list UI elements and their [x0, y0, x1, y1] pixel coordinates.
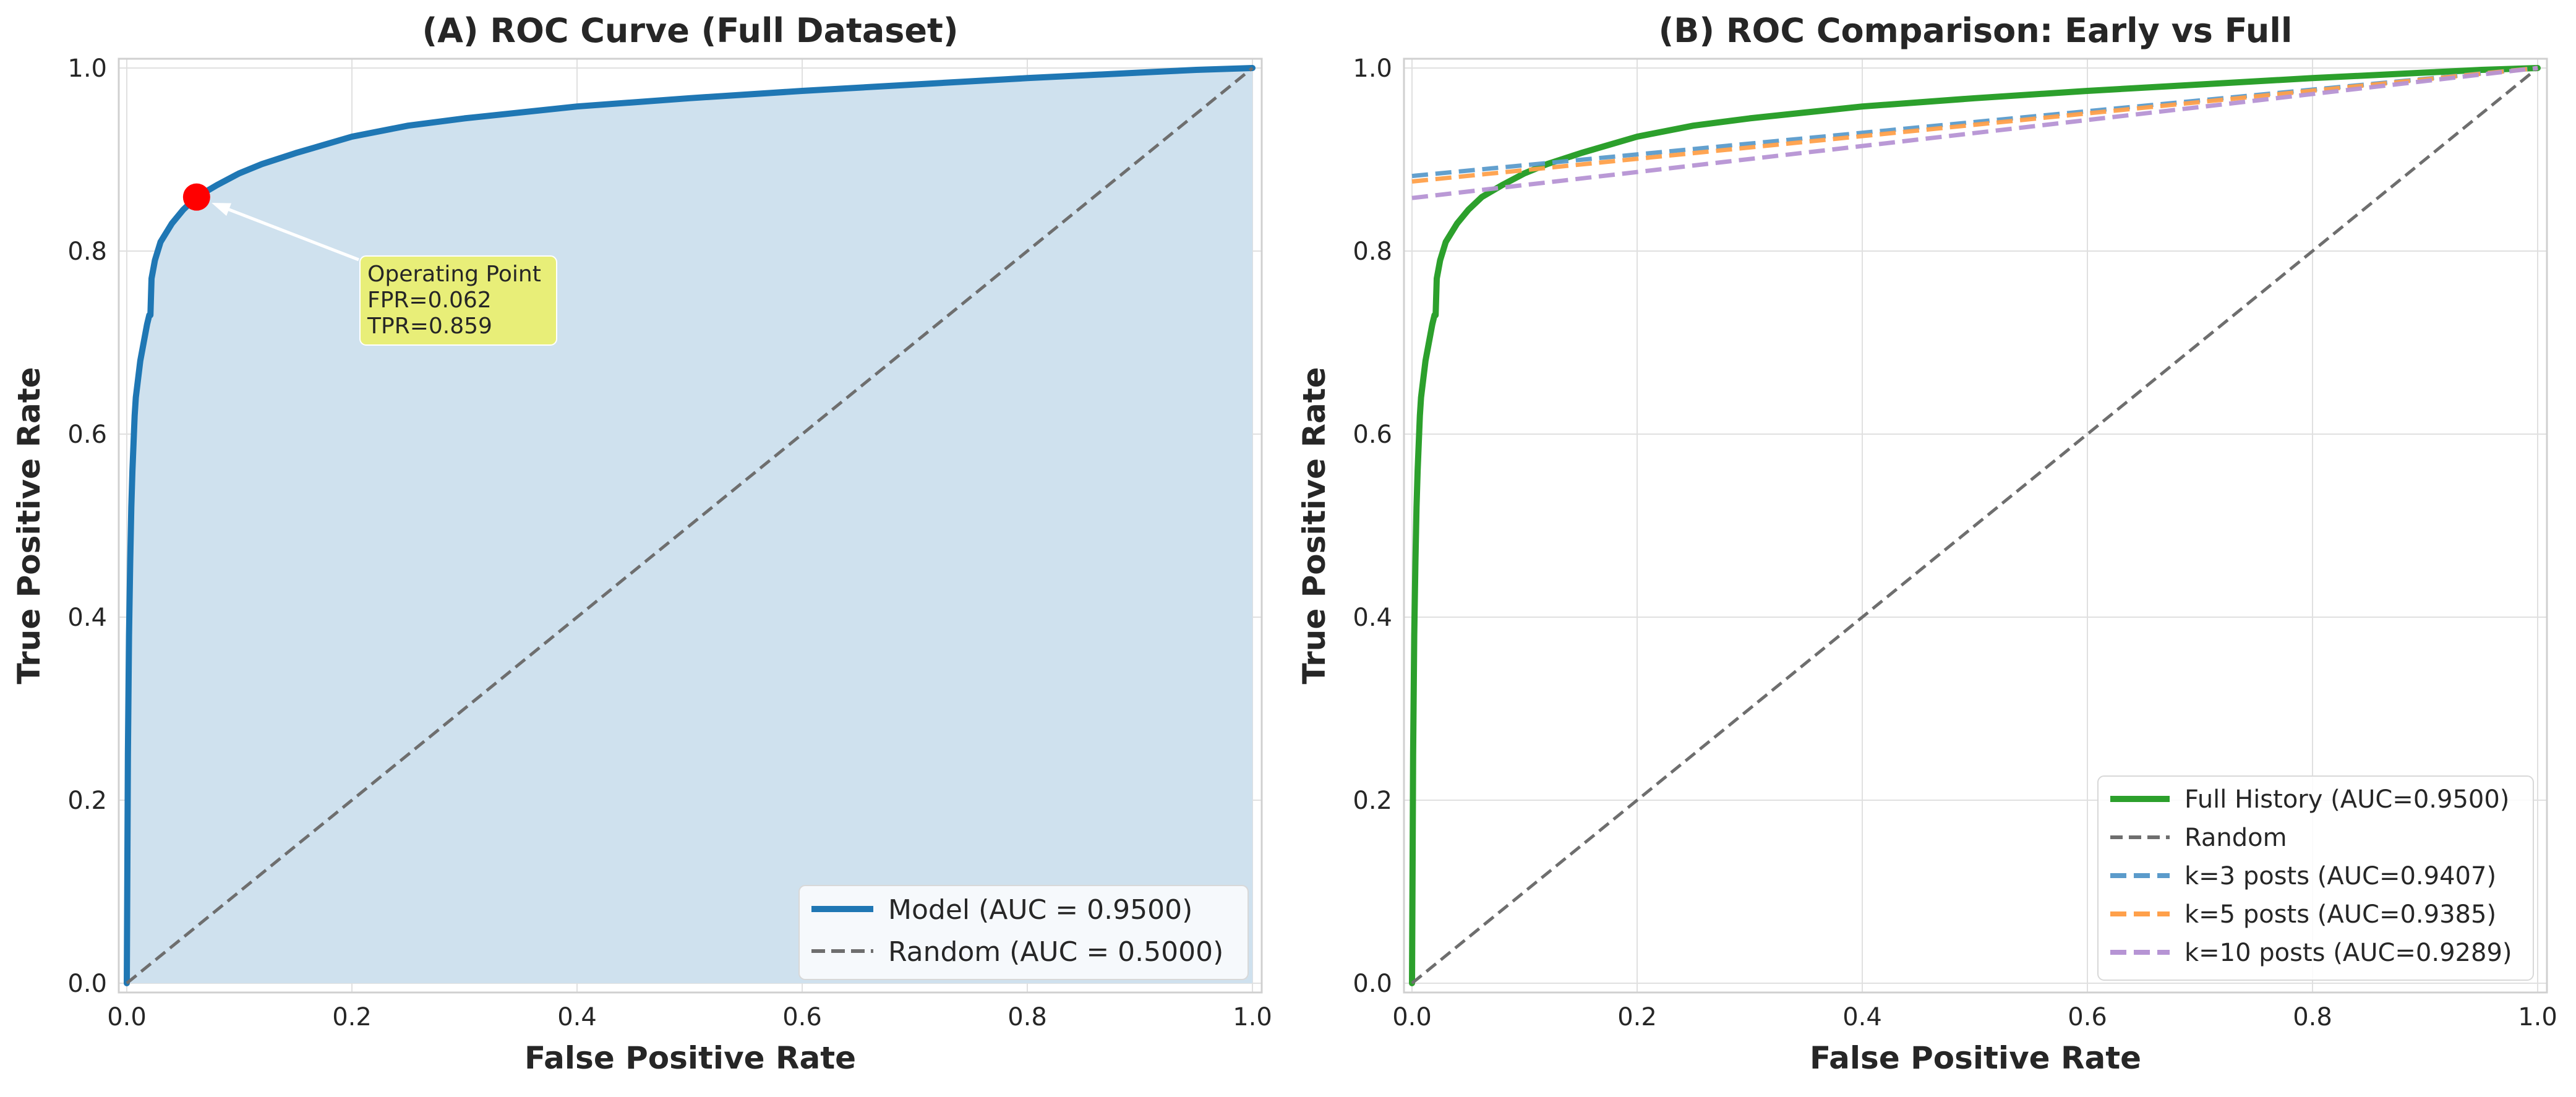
panel-a-ticks: 0.0 0.2 0.4 0.6 0.8 1.0 0.0 0.2 0.4 0.6 0.8 1.0: [67, 54, 1272, 1031]
panel-a-ytick-label: 0.0: [67, 970, 107, 998]
panel-b-legend-box: [2097, 775, 2534, 981]
panel-b-ylabel: True Positive Rate: [1296, 367, 1332, 684]
panel-b-ytick-label: 0.8: [1353, 237, 1392, 266]
panel-a-ytick-label: 0.4: [67, 604, 107, 632]
panel-b-title: (B) ROC Comparison: Early vs Full: [1659, 11, 2293, 50]
panel-b-xtick-label: 1.0: [2518, 1003, 2557, 1031]
panel-a: 0.0 0.2 0.4 0.6 0.8 1.0 0.0 0.2 0.4 0.6 0.8 1.0 (A)…: [11, 11, 1272, 1076]
annotation-box: [359, 255, 557, 346]
panel-a-xtick-label: 0.2: [332, 1003, 372, 1031]
panel-b-ytick-label: 0.4: [1353, 604, 1392, 632]
legend-label-k10: k=10 posts (AUC=0.9289): [2184, 939, 2512, 967]
panel-a-xlabel: False Positive Rate: [524, 1040, 856, 1076]
panel-b: 0.0 0.2 0.4 0.6 0.8 1.0 0.0 0.2 0.4 0.6 0.8 1.0 (B)…: [1296, 11, 2557, 1076]
panel-a-title: (A) ROC Curve (Full Dataset): [422, 11, 958, 50]
panel-a-xtick-label: 0.8: [1008, 1003, 1047, 1031]
panel-b-xlabel: False Positive Rate: [1810, 1040, 2141, 1076]
annotation-line-1: Operating Point: [367, 262, 541, 287]
panel-a-lines: [124, 65, 1256, 986]
panel-a-series-model-auc-0-9500: [124, 65, 1256, 986]
panel-b-lines: [1409, 65, 2541, 986]
panel-a-ytick-label: 0.8: [67, 237, 107, 266]
legend-label-random: Random (AUC = 0.5000): [888, 936, 1223, 968]
panel-a-ytick-label: 0.2: [67, 787, 107, 815]
panel-a-ylabel: True Positive Rate: [11, 367, 47, 684]
panel-b-ytick-label: 0.6: [1353, 420, 1392, 449]
panel-b-grid: [1404, 59, 2547, 992]
operating-point-marker: [182, 183, 210, 211]
panel-b-xtick-label: 0.8: [2293, 1003, 2332, 1031]
panel-b-legend: Full History (AUC=0.9500) Random k=3 pos…: [2097, 775, 2534, 981]
annotation-line-3: TPR=0.859: [367, 314, 492, 339]
panel-a-xtick-label: 0.0: [107, 1003, 147, 1031]
legend-label-full-history: Full History (AUC=0.9500): [2184, 785, 2509, 814]
panel-a-xtick-label: 1.0: [1233, 1003, 1272, 1031]
panel-a-legend-box: [798, 885, 1249, 980]
panel-b-xtick-label: 0.2: [1617, 1003, 1657, 1031]
panel-b-ytick-label: 0.2: [1353, 787, 1392, 815]
annotation-line-2: FPR=0.062: [367, 288, 492, 313]
panel-a-xtick-label: 0.4: [557, 1003, 597, 1031]
panel-b-xtick-label: 0.4: [1842, 1003, 1882, 1031]
panel-a-xtick-label: 0.6: [782, 1003, 822, 1031]
panel-a-ytick-label: 0.6: [67, 420, 107, 449]
panel-a-legend: Model (AUC = 0.9500) Random (AUC = 0.500…: [798, 885, 1249, 980]
legend-label-k5: k=5 posts (AUC=0.9385): [2184, 900, 2496, 929]
legend-label-model: Model (AUC = 0.9500): [888, 894, 1192, 926]
operating-point-annotation: Operating Point FPR=0.062 TPR=0.859: [182, 183, 557, 346]
panel-b-frame: [1403, 58, 2548, 994]
panel-b-xtick-label: 0.0: [1392, 1003, 1432, 1031]
panel-b-ytick-label: 1.0: [1353, 54, 1392, 83]
panel-b-series-full-history-auc-0-9500: [1409, 65, 2541, 986]
legend-label-k3: k=3 posts (AUC=0.9407): [2184, 862, 2496, 890]
panel-b-series-k-5-posts-auc-0-9385: [1411, 66, 2538, 184]
annotation-arrow: [222, 205, 359, 262]
panel-b-ticks: 0.0 0.2 0.4 0.6 0.8 1.0 0.0 0.2 0.4 0.6 0.8 1.0: [1353, 54, 2557, 1031]
panel-a-series-random-auc-0-5000: [126, 67, 1254, 984]
panel-b-xtick-label: 0.6: [2068, 1003, 2107, 1031]
annotation-arrow-head: [212, 203, 232, 216]
legend-label-random-b: Random: [2184, 824, 2287, 852]
panel-a-frame: [118, 58, 1263, 994]
panel-b-ytick-label: 0.0: [1353, 970, 1392, 998]
panel-b-series-random: [1411, 67, 2539, 984]
panel-b-series-k-10-posts-auc-0-9289: [1411, 66, 2538, 200]
panel-a-ytick-label: 1.0: [67, 54, 107, 83]
